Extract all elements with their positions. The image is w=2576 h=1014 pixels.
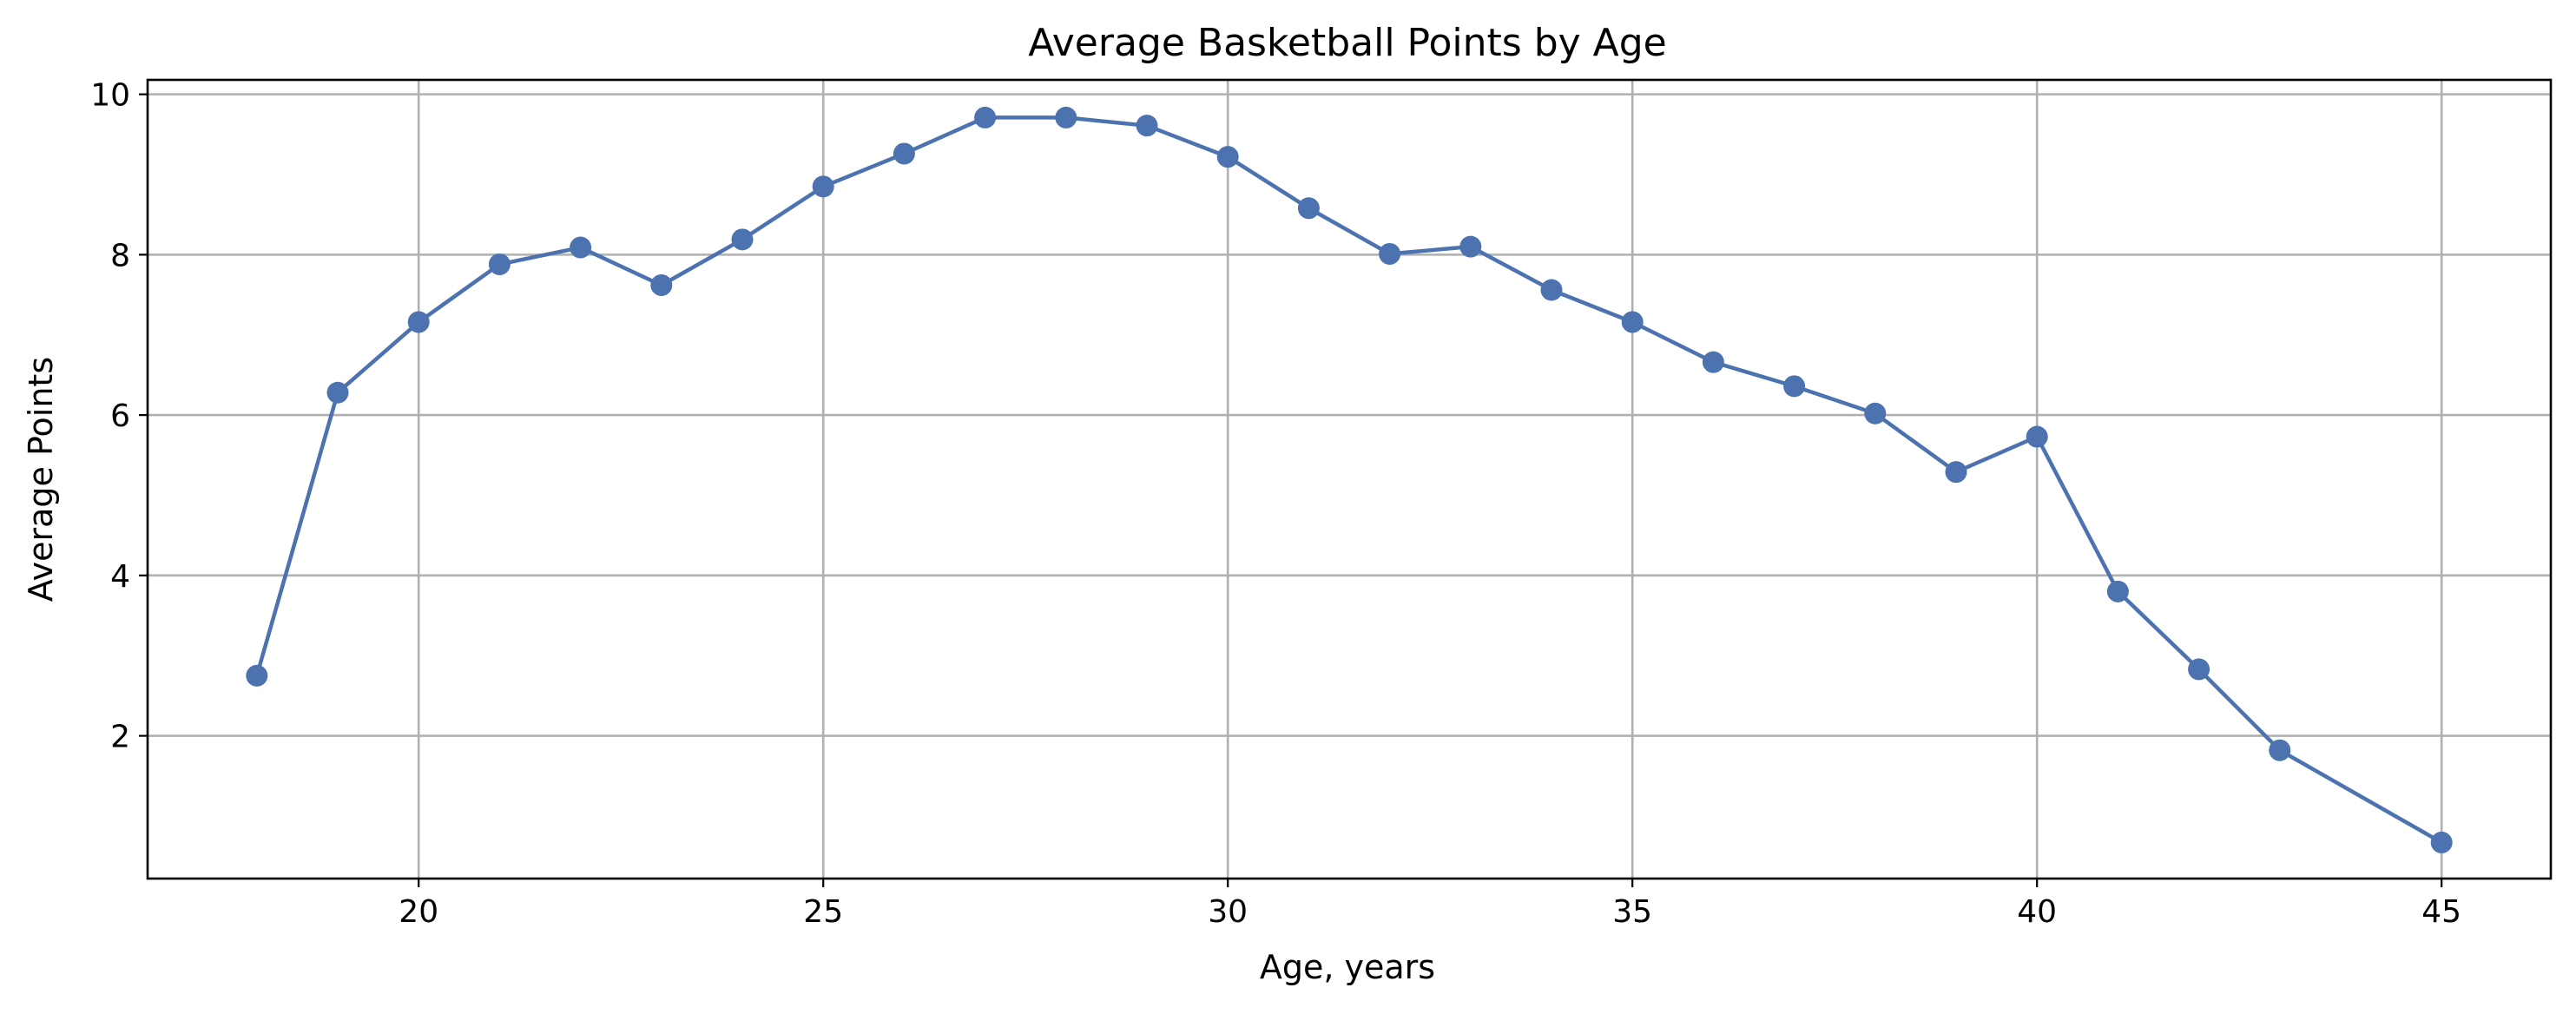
data-point [1379,242,1401,265]
series-line [254,115,2443,845]
y-tick-label: 6 [110,398,130,434]
data-point [1621,311,1644,333]
data-point [1864,402,1887,425]
data-point [2430,831,2453,853]
data-point [1216,146,1239,168]
data-point [246,664,268,687]
data-point [812,175,834,198]
x-tick-label: 25 [803,894,843,930]
plot-frame [146,78,2553,880]
grid [148,80,2551,879]
y-tick-label: 10 [90,78,130,114]
data-point [1297,197,1320,220]
data-point [2188,658,2210,681]
data-point [1055,106,1077,128]
y-tick-label: 4 [110,559,130,595]
data-point [731,228,754,251]
data-point [1945,461,1967,484]
data-point [407,311,430,333]
data-point [893,142,915,165]
y-tick-label: 8 [110,238,130,273]
x-tick-label: 40 [2017,894,2057,930]
x-tick-label: 45 [2421,894,2461,930]
data-point [1459,235,1482,258]
y-axis-label: Average Points [22,357,60,602]
data-point [570,236,592,259]
data-point [488,253,511,275]
chart-title: Average Basketball Points by Age [1028,21,1667,65]
x-tick-label: 35 [1612,894,1652,930]
data-point [326,381,349,404]
data-point [2106,580,2129,602]
data-point [650,273,673,296]
data-point [1540,279,1563,301]
x-tick-label: 20 [399,894,438,930]
x-axis-label: Age, years [1260,948,1435,986]
data-point [974,106,997,128]
x-tick-label: 30 [1208,894,1248,930]
series [246,106,2453,853]
y-tick-label: 2 [110,720,130,755]
data-point [2026,425,2048,448]
data-point [1136,115,1158,137]
data-point [2269,739,2291,761]
data-point [1783,375,1806,398]
data-point [1702,351,1724,373]
axis-ticks: 20 25 30 35 40 45 2 4 6 8 10 [90,78,2461,930]
